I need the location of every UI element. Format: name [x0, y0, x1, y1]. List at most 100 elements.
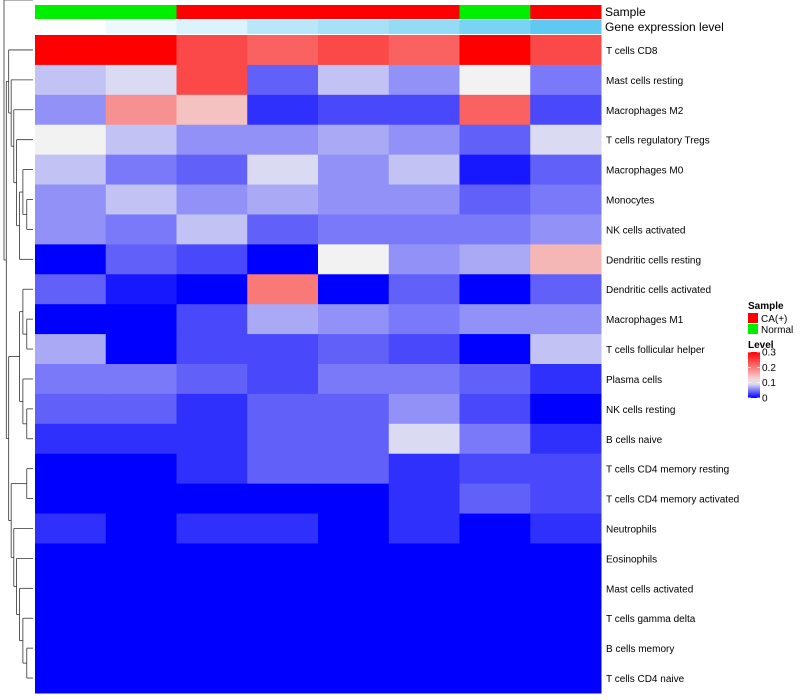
- heatmap-cell: [318, 513, 390, 544]
- heatmap-cell: [318, 543, 390, 574]
- heatmap-cell: [318, 423, 390, 455]
- row-label: T cells CD4 memory activated: [606, 495, 739, 506]
- heatmap-cell: [459, 663, 531, 694]
- heatmap-cell: [176, 364, 248, 395]
- heatmap-cell: [388, 304, 460, 335]
- row-label: Mast cells resting: [606, 76, 683, 87]
- heatmap-cell: [530, 334, 602, 365]
- heatmap-cell: [459, 184, 531, 215]
- row-label: NK cells activated: [606, 225, 685, 236]
- sample-annotation-cell: [459, 5, 531, 19]
- heatmap-cell: [318, 364, 390, 395]
- heatmap-cell: [176, 244, 248, 275]
- heatmap-cell: [530, 124, 602, 156]
- sample-annotation-cell: [318, 5, 390, 19]
- heatmap-cell: [176, 513, 248, 544]
- heatmap-cell: [247, 423, 319, 455]
- heatmap-cell: [530, 244, 602, 275]
- heatmap-cell: [176, 573, 248, 604]
- heatmap-cell: [388, 334, 460, 365]
- heatmap-cell: [176, 334, 248, 365]
- heatmap-cell: [388, 124, 460, 156]
- heatmap-cell: [459, 483, 531, 515]
- heatmap-cell: [105, 603, 177, 634]
- heatmap-cell: [388, 483, 460, 515]
- gene-expression-annotation-cell: [35, 20, 107, 34]
- row-label: T cells CD4 memory resting: [606, 465, 729, 476]
- heatmap-cell: [105, 274, 177, 305]
- heatmap-cell: [176, 214, 248, 245]
- heatmap-cell: [105, 94, 177, 126]
- heatmap-cell: [105, 423, 177, 455]
- heatmap-cell: [247, 244, 319, 275]
- heatmap-cell: [530, 633, 602, 664]
- heatmap-cell: [35, 94, 107, 126]
- heatmap-cell: [247, 334, 319, 365]
- colorbar-tick-label: 0.2: [762, 363, 776, 374]
- heatmap-cell: [318, 244, 390, 275]
- row-label: Eosinophils: [606, 554, 657, 565]
- row-label: Macrophages M1: [606, 315, 684, 326]
- heatmap-cell: [459, 274, 531, 305]
- legend-entry: Normal: [761, 325, 793, 336]
- heatmap-cell: [105, 154, 177, 186]
- heatmap-cell: [105, 543, 177, 574]
- heatmap-cell: [35, 124, 107, 156]
- heatmap-cell: [388, 244, 460, 275]
- heatmap-cell: [318, 124, 390, 156]
- heatmap-cell: [459, 64, 531, 96]
- sample-annotation-cell: [247, 5, 319, 19]
- heatmap-cell: [105, 364, 177, 395]
- annotation-title-sample: Sample: [605, 5, 646, 19]
- heatmap-cell: [530, 214, 602, 245]
- heatmap-cell: [105, 513, 177, 544]
- heatmap-cell: [176, 393, 248, 425]
- row-label: NK cells resting: [606, 405, 675, 416]
- sample-annotation-cell: [35, 5, 107, 19]
- heatmap-cell: [318, 483, 390, 515]
- heatmap-cell: [176, 154, 248, 186]
- heatmap-cell: [388, 663, 460, 694]
- heatmap-cell: [247, 35, 319, 66]
- colorbar-tick-label: 0.1: [762, 378, 776, 389]
- heatmap-cell: [388, 513, 460, 544]
- heatmap-cell: [530, 603, 602, 634]
- heatmap-cell: [105, 453, 177, 485]
- heatmap-cell: [247, 543, 319, 574]
- heatmap-cell: [459, 453, 531, 485]
- heatmap-cell: [459, 304, 531, 335]
- heatmap-cell: [35, 274, 107, 305]
- heatmap-cell: [530, 393, 602, 425]
- heatmap-cell: [105, 184, 177, 215]
- heatmap-cell: [247, 124, 319, 156]
- heatmap-cell: [318, 304, 390, 335]
- heatmap-cell: [35, 214, 107, 245]
- row-label: Macrophages M0: [606, 166, 684, 177]
- heatmap-cells: [35, 35, 602, 694]
- heatmap-cell: [35, 184, 107, 215]
- colorbar-tick-label: 0.3: [762, 348, 776, 359]
- heatmap-cell: [388, 154, 460, 186]
- heatmap-cell: [388, 94, 460, 126]
- heatmap-cell: [35, 603, 107, 634]
- heatmap-cell: [247, 154, 319, 186]
- gene-expression-annotation-cell: [176, 20, 248, 34]
- heatmap-cell: [247, 214, 319, 245]
- heatmap-cell: [388, 64, 460, 96]
- heatmap-cell: [459, 603, 531, 634]
- heatmap-cell: [459, 244, 531, 275]
- heatmap-cell: [459, 154, 531, 186]
- heatmap-cell: [247, 633, 319, 664]
- heatmap-cell: [318, 393, 390, 425]
- heatmap-cell: [247, 274, 319, 305]
- heatmap-cell: [176, 35, 248, 66]
- heatmap-cell: [530, 543, 602, 574]
- heatmap-cell: [35, 334, 107, 365]
- gene-expression-annotation-cell: [530, 20, 602, 34]
- heatmap-cell: [176, 483, 248, 515]
- heatmap-cell: [318, 633, 390, 664]
- level-colorbar: [748, 352, 760, 398]
- heatmap-cell: [530, 453, 602, 485]
- heatmap-cell: [388, 633, 460, 664]
